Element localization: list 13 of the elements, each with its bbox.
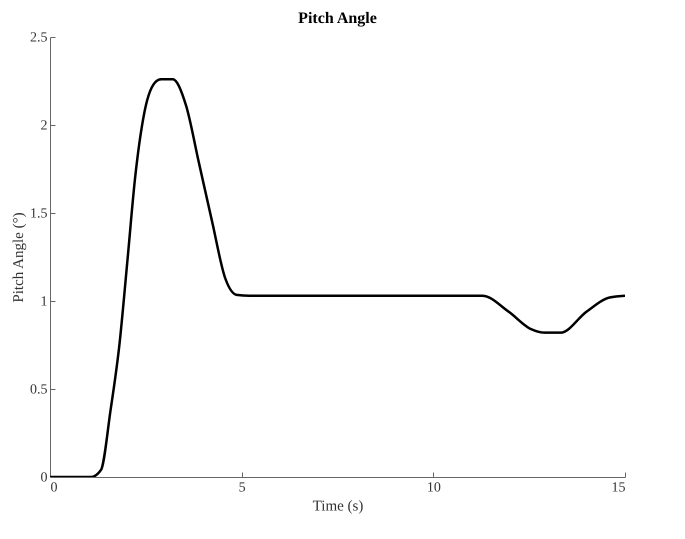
x-tick-label: 15 bbox=[612, 480, 626, 496]
x-tick-label: 0 bbox=[50, 480, 58, 496]
x-tick-label: 10 bbox=[426, 480, 441, 496]
x-tick-label: 5 bbox=[238, 480, 246, 496]
y-tick-label: 1.5 bbox=[30, 206, 48, 222]
y-tick-label: 0.5 bbox=[30, 382, 48, 398]
y-tick-label: 2.5 bbox=[30, 30, 48, 46]
x-axis-title: Time (s) bbox=[312, 498, 364, 514]
y-tick-label: 1 bbox=[40, 294, 48, 310]
y-tick-label: 0 bbox=[40, 470, 48, 486]
y-tick-label: 2 bbox=[40, 118, 48, 134]
y-axis-title: Pitch Angle (°) bbox=[11, 212, 27, 303]
chart-title: Pitch Angle bbox=[298, 10, 377, 27]
